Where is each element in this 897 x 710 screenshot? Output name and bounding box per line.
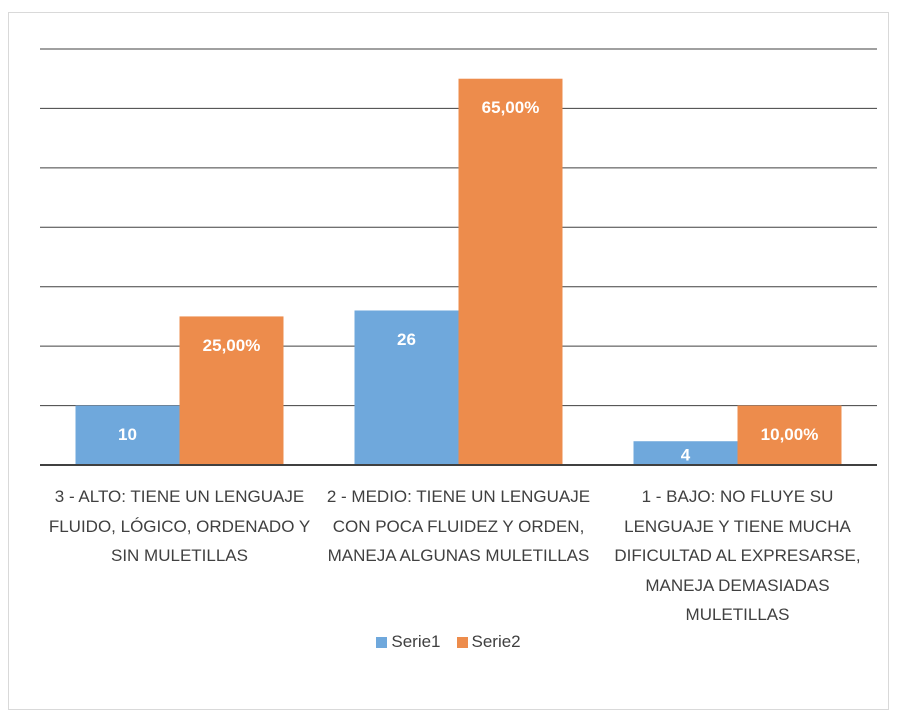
bar bbox=[354, 310, 459, 465]
x-tick-label: 3 - ALTO: TIENE UN LENGUAJE FLUIDO, LÓGI… bbox=[48, 487, 311, 565]
bar bbox=[737, 405, 842, 465]
legend-swatch bbox=[456, 636, 468, 648]
legend: Serie1 Serie2 bbox=[0, 632, 897, 652]
legend-label: Serie1 bbox=[391, 632, 441, 651]
bar bbox=[75, 405, 180, 465]
legend-swatch bbox=[376, 636, 388, 648]
x-tick-label: 1 - BAJO: NO FLUYE SU LENGUAJE Y TIENE M… bbox=[614, 487, 861, 624]
bar bbox=[179, 316, 284, 465]
data-label: 25,00% bbox=[203, 336, 261, 355]
x-tick-label: 2 - MEDIO: TIENE UN LENGUAJE CON POCA FL… bbox=[326, 487, 591, 565]
legend-item: Serie2 bbox=[456, 632, 521, 652]
bar bbox=[458, 78, 563, 465]
data-label: 26 bbox=[397, 330, 416, 349]
legend-item: Serie1 bbox=[376, 632, 441, 652]
data-label: 10 bbox=[118, 425, 137, 444]
bar bbox=[633, 441, 738, 465]
data-label: 4 bbox=[681, 446, 691, 465]
data-label: 65,00% bbox=[482, 98, 540, 117]
legend-label: Serie2 bbox=[471, 632, 521, 651]
data-label: 10,00% bbox=[761, 425, 819, 444]
